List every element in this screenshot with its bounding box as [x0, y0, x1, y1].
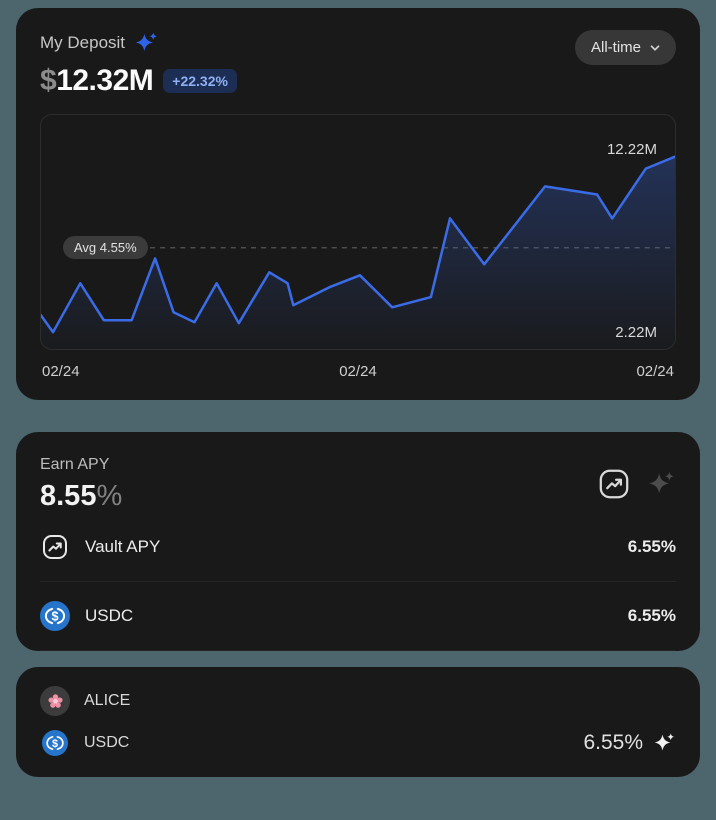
usdc-apy-row: $ USDC 6.55%: [40, 582, 676, 651]
deposit-value: $12.32M: [40, 64, 154, 97]
time-range-button[interactable]: All-time: [574, 30, 676, 65]
x-axis-label: 02/24: [636, 363, 674, 380]
position-asset-row: $ USDC 6.55%: [40, 722, 676, 764]
currency-symbol: $: [40, 64, 57, 97]
position-name: ALICE: [84, 692, 131, 709]
usdc-label: USDC: [85, 606, 134, 625]
deposit-title: My Deposit: [40, 33, 126, 52]
x-axis-label: 02/24: [339, 363, 377, 380]
x-axis-label: 02/24: [42, 363, 80, 380]
chevron-down-icon: [648, 41, 662, 55]
deposit-chart-plot: [41, 115, 675, 349]
vault-apy-label: Vault APY: [85, 537, 161, 556]
y-min-label: 2.22M: [615, 324, 657, 341]
sparkle-icon[interactable]: [646, 469, 676, 502]
change-badge: +22.32%: [163, 69, 237, 93]
percent-suffix: %: [96, 480, 123, 512]
earn-card-header: Earn APY 8.55%: [40, 456, 676, 513]
usdc-icon: $: [40, 728, 70, 758]
avatar: [40, 686, 70, 716]
flower-icon: [40, 686, 70, 716]
page: My Deposit $12.32M +22.32% All-time: [16, 8, 700, 777]
svg-text:$: $: [52, 738, 58, 750]
vault-apy-row: Vault APY 6.55%: [40, 513, 676, 582]
time-range-label: All-time: [590, 39, 641, 56]
position-card: ALICE $ USDC 6.55%: [16, 667, 700, 777]
position-apy: 6.55%: [583, 731, 643, 754]
chart-toggle-button[interactable]: [596, 466, 632, 505]
deposit-card-header: My Deposit $12.32M +22.32% All-time: [40, 30, 676, 98]
ai-sparkle-icon[interactable]: [133, 30, 159, 56]
earn-apy-card: Earn APY 8.55%: [16, 432, 700, 651]
position-name-row: ALICE: [40, 680, 676, 722]
svg-text:$: $: [51, 610, 58, 624]
deposit-chart[interactable]: 12.22M 2.22M Avg 4.55%: [40, 114, 676, 350]
vault-apy-value: 6.55%: [627, 537, 676, 556]
deposit-card: My Deposit $12.32M +22.32% All-time: [16, 8, 700, 400]
vault-trend-icon: [40, 532, 70, 562]
y-max-label: 12.22M: [606, 141, 657, 158]
usdc-icon: $: [40, 601, 70, 631]
avg-badge: Avg 4.55%: [63, 235, 148, 259]
earn-apy-title: Earn APY: [40, 456, 110, 473]
earn-apy-value: 8.55%: [40, 480, 123, 512]
x-axis-labels: 02/24 02/24 02/24: [40, 350, 676, 388]
usdc-apy-value: 6.55%: [627, 606, 676, 625]
position-asset: USDC: [84, 734, 130, 751]
sparkle-icon[interactable]: [652, 731, 676, 755]
